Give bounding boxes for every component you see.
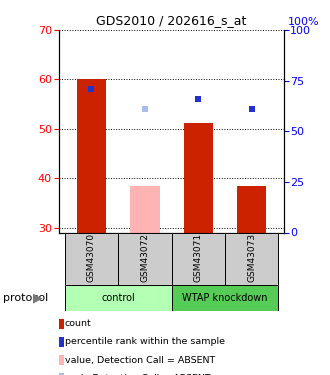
Bar <box>118 232 172 285</box>
Text: GSM43073: GSM43073 <box>247 233 256 282</box>
Text: GSM43070: GSM43070 <box>87 233 96 282</box>
Text: rank, Detection Call = ABSENT: rank, Detection Call = ABSENT <box>65 374 211 375</box>
Bar <box>77 80 106 232</box>
Bar <box>183 123 213 232</box>
Text: ▶: ▶ <box>33 292 43 304</box>
Bar <box>130 186 160 232</box>
Text: GSM43072: GSM43072 <box>140 233 149 282</box>
Text: count: count <box>65 320 91 328</box>
Bar <box>65 232 118 285</box>
Text: protocol: protocol <box>3 293 49 303</box>
Bar <box>237 186 266 232</box>
Bar <box>225 232 279 285</box>
Bar <box>65 285 172 311</box>
Title: GDS2010 / 202616_s_at: GDS2010 / 202616_s_at <box>96 15 247 27</box>
Text: value, Detection Call = ABSENT: value, Detection Call = ABSENT <box>65 356 215 364</box>
Text: control: control <box>101 293 135 303</box>
Text: WTAP knockdown: WTAP knockdown <box>182 293 268 303</box>
Text: percentile rank within the sample: percentile rank within the sample <box>65 338 225 346</box>
Text: 100%: 100% <box>288 17 319 27</box>
Bar <box>172 285 279 311</box>
Bar <box>172 232 225 285</box>
Text: GSM43071: GSM43071 <box>194 233 203 282</box>
